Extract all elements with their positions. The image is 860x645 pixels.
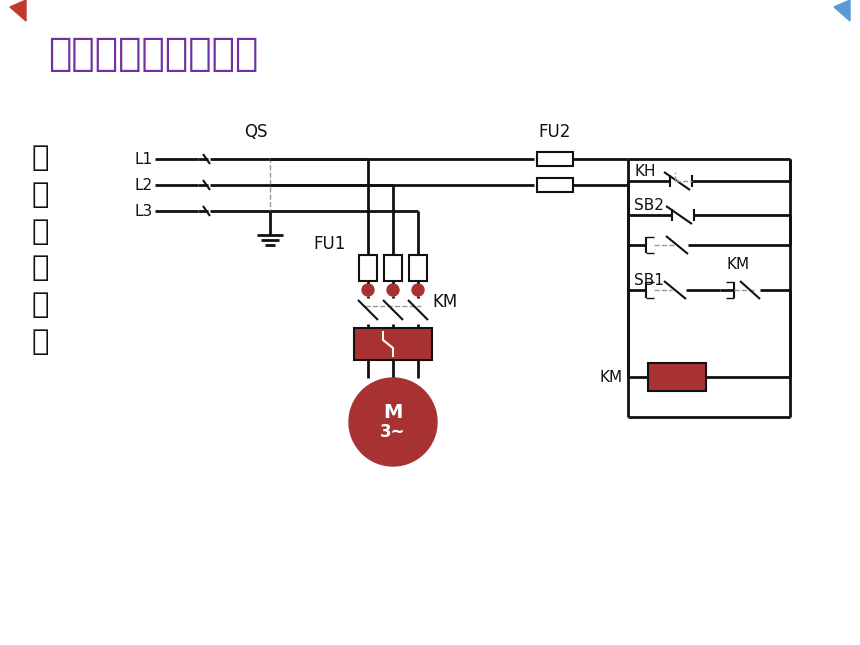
Circle shape bbox=[362, 284, 374, 296]
Circle shape bbox=[387, 284, 399, 296]
Circle shape bbox=[412, 284, 424, 296]
Text: FU1: FU1 bbox=[314, 235, 347, 253]
Text: M: M bbox=[384, 404, 402, 422]
Bar bbox=[354, 328, 432, 360]
Text: L2: L2 bbox=[135, 177, 153, 192]
Bar bbox=[537, 178, 573, 192]
Text: SB2: SB2 bbox=[634, 198, 664, 213]
Text: KM: KM bbox=[600, 370, 623, 384]
Circle shape bbox=[349, 378, 437, 466]
Bar bbox=[409, 255, 427, 281]
Text: L1: L1 bbox=[135, 152, 153, 166]
Bar bbox=[648, 363, 706, 391]
Polygon shape bbox=[834, 0, 850, 21]
Text: KM: KM bbox=[432, 293, 458, 311]
Bar bbox=[384, 255, 402, 281]
Text: SB1: SB1 bbox=[634, 273, 664, 288]
Text: L3: L3 bbox=[135, 204, 153, 219]
Bar bbox=[537, 152, 573, 166]
Text: KM: KM bbox=[727, 257, 750, 272]
Text: 3~: 3~ bbox=[380, 423, 406, 441]
Text: QS: QS bbox=[244, 123, 267, 141]
Text: 二、主电路实现顺序: 二、主电路实现顺序 bbox=[48, 35, 258, 73]
Text: FU2: FU2 bbox=[539, 123, 571, 141]
Text: KH: KH bbox=[634, 164, 655, 179]
Text: 连
续
控
制
电
路: 连 续 控 制 电 路 bbox=[31, 144, 49, 356]
Polygon shape bbox=[10, 0, 26, 21]
Bar bbox=[359, 255, 377, 281]
